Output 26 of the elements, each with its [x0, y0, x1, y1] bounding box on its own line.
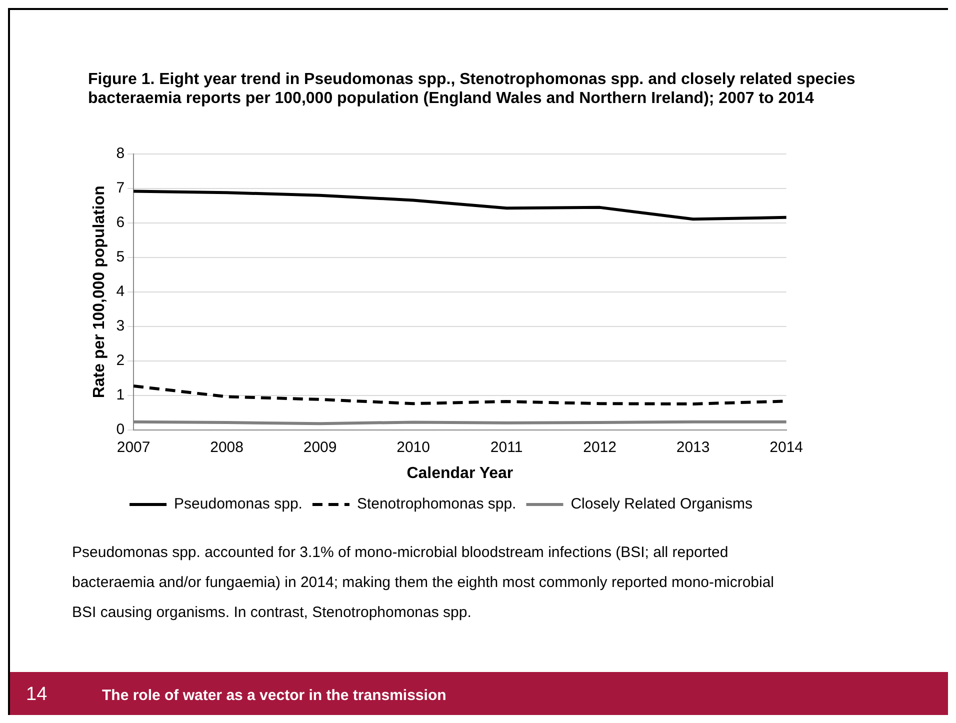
x-tick-label: 2014	[770, 438, 804, 456]
y-tick-label: 6	[116, 214, 125, 232]
y-tick-label: 3	[116, 318, 125, 335]
legend-label: Stenotrophomonas spp.	[356, 496, 516, 513]
x-tick-label: 2011	[490, 438, 523, 456]
y-tick-label: 8	[116, 145, 125, 162]
text: 14	[26, 684, 48, 706]
text: Pseudomonas spp. accounted for 3.1% of mono-microbial bloodstream infections (BSI; all reported bacteraemia and/or fungaemia) in 2014; making them the eighth most commonly reported mono-microbial BSI causing organisms. In contrast, Stenotrophomonas spp.	[72, 543, 776, 623]
x-axis-title: Calendar Year	[406, 464, 514, 482]
x-tick-label: 2012	[583, 438, 616, 456]
y-axis-title: Rate per 100,000 population	[91, 186, 108, 398]
legend-label: Pseudomonas spp.	[174, 496, 302, 513]
chart-title: Figure 1. Eight year trend in Pseudomonas spp., Stenotrophomonas spp. and closely related species bacteraemia reports per 100,000 population (England Wales and Northern Ireland); 2007 to 2014	[88, 70, 856, 108]
x-tick-label: 2008	[210, 438, 244, 456]
x-tick-label: 2010	[396, 438, 430, 456]
y-tick-label: 7	[116, 180, 125, 197]
y-tick-label: 5	[116, 248, 125, 266]
text: The role of water as a vector in the transmission	[102, 687, 446, 704]
x-tick-label: 2007	[116, 438, 150, 456]
x-tick-label: 2009	[303, 438, 337, 456]
legend-label: Closely Related Organisms	[570, 496, 752, 513]
y-tick-label: 1	[116, 386, 125, 404]
x-tick-label: 2013	[676, 438, 710, 456]
y-tick-label: 4	[116, 283, 125, 300]
y-tick-label: 0	[116, 420, 125, 438]
y-tick-label: 2	[116, 352, 125, 369]
